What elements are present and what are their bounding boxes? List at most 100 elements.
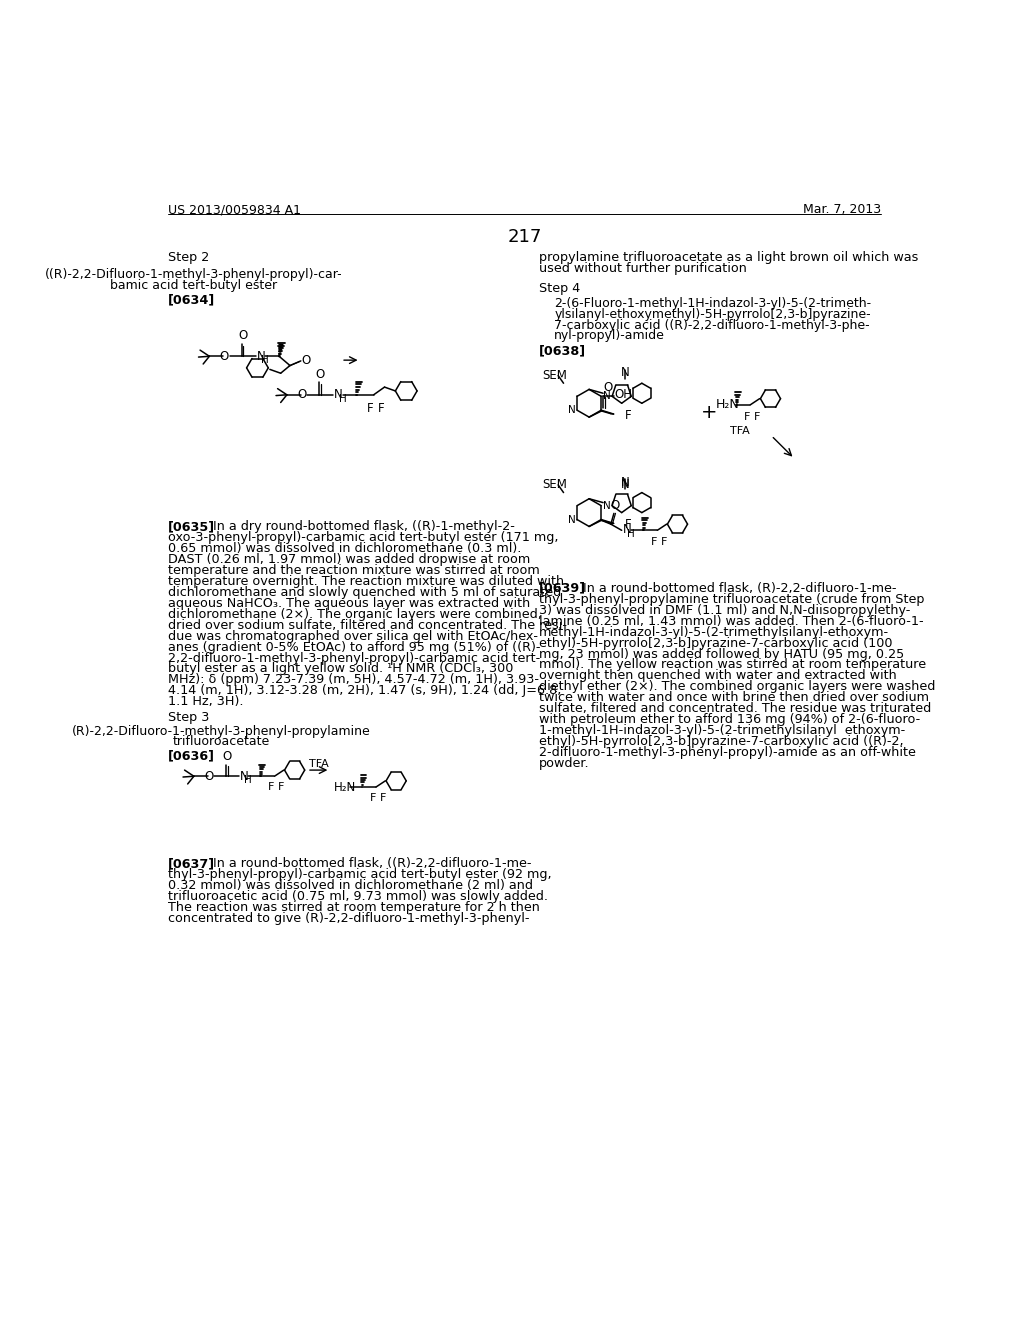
Text: TFA: TFA <box>730 425 751 436</box>
Text: anes (gradient 0-5% EtOAc) to afford 95 mg (51%) of ((R)-: anes (gradient 0-5% EtOAc) to afford 95 … <box>168 640 541 653</box>
Text: O: O <box>297 388 306 401</box>
Text: N: N <box>240 770 249 783</box>
Text: concentrated to give (R)-2,2-difluoro-1-methyl-3-phenyl-: concentrated to give (R)-2,2-difluoro-1-… <box>168 912 529 925</box>
Text: propylamine trifluoroacetate as a light brown oil which was: propylamine trifluoroacetate as a light … <box>539 251 919 264</box>
Text: 4.14 (m, 1H), 3.12-3.28 (m, 2H), 1.47 (s, 9H), 1.24 (dd, J=6.8,: 4.14 (m, 1H), 3.12-3.28 (m, 2H), 1.47 (s… <box>168 684 562 697</box>
Text: In a round-bottomed flask, ((R)-2,2-difluoro-1-me-: In a round-bottomed flask, ((R)-2,2-difl… <box>205 857 531 870</box>
Text: dichloromethane (2×). The organic layers were combined,: dichloromethane (2×). The organic layers… <box>168 607 542 620</box>
Text: MHz): δ (ppm) 7.23-7.39 (m, 5H), 4.57-4.72 (m, 1H), 3.93-: MHz): δ (ppm) 7.23-7.39 (m, 5H), 4.57-4.… <box>168 673 540 686</box>
Text: ethyl)-5H-pyrrolo[2,3-b]pyrazine-7-carboxylic acid ((R)-2,: ethyl)-5H-pyrrolo[2,3-b]pyrazine-7-carbo… <box>539 735 903 748</box>
Text: temperature overnight. The reaction mixture was diluted with: temperature overnight. The reaction mixt… <box>168 576 564 587</box>
Text: 2-(6-Fluoro-1-methyl-1H-indazol-3-yl)-5-(2-trimeth-: 2-(6-Fluoro-1-methyl-1H-indazol-3-yl)-5-… <box>554 297 871 310</box>
Text: overnight then quenched with water and extracted with: overnight then quenched with water and e… <box>539 669 896 682</box>
Text: O: O <box>238 330 248 342</box>
Text: F: F <box>368 401 374 414</box>
Text: ethyl)-5H-pyrrolo[2,3-b]pyrazine-7-carboxylic acid (100: ethyl)-5H-pyrrolo[2,3-b]pyrazine-7-carbo… <box>539 636 892 649</box>
Text: sulfate, filtered and concentrated. The residue was triturated: sulfate, filtered and concentrated. The … <box>539 702 931 715</box>
Text: with petroleum ether to afford 136 mg (94%) of 2-(6-fluoro-: with petroleum ether to afford 136 mg (9… <box>539 713 920 726</box>
Text: O: O <box>604 381 613 395</box>
Text: O: O <box>302 354 311 367</box>
Text: O: O <box>222 750 231 763</box>
Text: [0638]: [0638] <box>539 345 586 358</box>
Text: 2-difluoro-1-methyl-3-phenyl-propyl)-amide as an off-white: 2-difluoro-1-methyl-3-phenyl-propyl)-ami… <box>539 746 915 759</box>
Text: [0634]: [0634] <box>168 294 215 308</box>
Text: N: N <box>621 367 629 379</box>
Text: 0.32 mmol) was dissolved in dichloromethane (2 ml) and: 0.32 mmol) was dissolved in dichlorometh… <box>168 879 534 892</box>
Text: F: F <box>279 783 285 792</box>
Text: 3) was dissolved in DMF (1.1 ml) and N,N-diisopropylethy-: 3) was dissolved in DMF (1.1 ml) and N,N… <box>539 603 910 616</box>
Text: diethyl ether (2×). The combined organic layers were washed: diethyl ether (2×). The combined organic… <box>539 680 935 693</box>
Text: H₂N: H₂N <box>716 399 739 412</box>
Text: dried over sodium sulfate, filtered and concentrated. The resi-: dried over sodium sulfate, filtered and … <box>168 619 567 632</box>
Text: The reaction was stirred at room temperature for 2 h then: The reaction was stirred at room tempera… <box>168 900 541 913</box>
Text: SEM: SEM <box>543 478 567 491</box>
Text: ylsilanyl-ethoxymethyl)-5H-pyrrolo[2,3-b]pyrazine-: ylsilanyl-ethoxymethyl)-5H-pyrrolo[2,3-b… <box>554 308 870 321</box>
Text: H₂N: H₂N <box>334 780 356 793</box>
Text: DAST (0.26 ml, 1.97 mmol) was added dropwise at room: DAST (0.26 ml, 1.97 mmol) was added drop… <box>168 553 530 566</box>
Text: powder.: powder. <box>539 756 590 770</box>
Text: F: F <box>268 783 274 792</box>
Text: O: O <box>204 770 213 783</box>
Text: N: N <box>567 405 575 416</box>
Text: trifluoroacetate: trifluoroacetate <box>172 735 269 748</box>
Text: H: H <box>261 355 269 366</box>
Text: 1-methyl-1H-indazol-3-yl)-5-(2-trimethylsilanyl  ethoxym-: 1-methyl-1H-indazol-3-yl)-5-(2-trimethyl… <box>539 725 905 737</box>
Text: Mar. 7, 2013: Mar. 7, 2013 <box>803 203 882 216</box>
Text: ((R)-2,2-Difluoro-1-methyl-3-phenyl-propyl)-car-: ((R)-2,2-Difluoro-1-methyl-3-phenyl-prop… <box>45 268 343 281</box>
Text: twice with water and once with brine then dried over sodium: twice with water and once with brine the… <box>539 692 929 705</box>
Text: [0637]: [0637] <box>168 857 215 870</box>
Text: 217: 217 <box>508 227 542 246</box>
Text: mmol). The yellow reaction was stirred at room temperature: mmol). The yellow reaction was stirred a… <box>539 659 926 672</box>
Text: OH: OH <box>614 388 633 400</box>
Text: In a dry round-bottomed flask, ((R)-1-methyl-2-: In a dry round-bottomed flask, ((R)-1-me… <box>205 520 515 533</box>
Text: N: N <box>257 350 265 363</box>
Text: N: N <box>623 523 631 536</box>
Text: Step 4: Step 4 <box>539 281 580 294</box>
Text: used without further purification: used without further purification <box>539 261 746 275</box>
Text: TFA: TFA <box>309 759 329 770</box>
Text: F: F <box>651 537 657 548</box>
Text: butyl ester as a light yellow solid. ¹H NMR (CDCl₃, 300: butyl ester as a light yellow solid. ¹H … <box>168 663 514 676</box>
Text: F: F <box>744 412 751 421</box>
Text: mg, 23 mmol) was added followed by HATU (95 mg, 0.25: mg, 23 mmol) was added followed by HATU … <box>539 648 904 660</box>
Text: [0636]: [0636] <box>168 750 215 762</box>
Text: N: N <box>567 515 575 524</box>
Text: trifluoroacetic acid (0.75 ml, 9.73 mmol) was slowly added.: trifluoroacetic acid (0.75 ml, 9.73 mmol… <box>168 890 548 903</box>
Text: lamine (0.25 ml, 1.43 mmol) was added. Then 2-(6-fluoro-1-: lamine (0.25 ml, 1.43 mmol) was added. T… <box>539 615 924 628</box>
Text: methyl-1H-indazol-3-yl)-5-(2-trimethylsilanyl-ethoxym-: methyl-1H-indazol-3-yl)-5-(2-trimethylsi… <box>539 626 889 639</box>
Text: F: F <box>755 412 761 421</box>
Text: (R)-2,2-Difluoro-1-methyl-3-phenyl-propylamine: (R)-2,2-Difluoro-1-methyl-3-phenyl-propy… <box>72 725 371 738</box>
Text: N: N <box>603 391 610 401</box>
Text: nyl-propyl)-amide: nyl-propyl)-amide <box>554 330 666 342</box>
Text: F: F <box>625 517 631 531</box>
Text: 1.1 Hz, 3H).: 1.1 Hz, 3H). <box>168 696 244 709</box>
Text: F: F <box>378 401 385 414</box>
Text: N: N <box>334 388 343 401</box>
Text: SEM: SEM <box>543 368 567 381</box>
Text: oxo-3-phenyl-propyl)-carbamic acid tert-butyl ester (171 mg,: oxo-3-phenyl-propyl)-carbamic acid tert-… <box>168 531 559 544</box>
Text: 0.65 mmol) was dissolved in dichloromethane (0.3 ml).: 0.65 mmol) was dissolved in dichlorometh… <box>168 543 521 556</box>
Text: due was chromatographed over silica gel with EtOAc/hex-: due was chromatographed over silica gel … <box>168 630 539 643</box>
Text: O: O <box>219 350 228 363</box>
Text: N: N <box>621 478 629 491</box>
Text: thyl-3-phenyl-propyl)-carbamic acid tert-butyl ester (92 mg,: thyl-3-phenyl-propyl)-carbamic acid tert… <box>168 869 552 880</box>
Text: F: F <box>625 409 631 421</box>
Text: H: H <box>627 529 635 539</box>
Text: N: N <box>603 500 610 511</box>
Text: dichloromethane and slowly quenched with 5 ml of saturated: dichloromethane and slowly quenched with… <box>168 586 561 599</box>
Text: 2,2-difluoro-1-methyl-3-phenyl-propyl)-carbamic acid tert-: 2,2-difluoro-1-methyl-3-phenyl-propyl)-c… <box>168 652 541 664</box>
Text: Step 3: Step 3 <box>168 710 210 723</box>
Text: O: O <box>315 368 325 381</box>
Text: [0639]: [0639] <box>539 582 586 595</box>
Text: Step 2: Step 2 <box>168 251 210 264</box>
Text: +: + <box>701 403 718 422</box>
Text: H: H <box>245 775 252 785</box>
Text: In a round-bottomed flask, (R)-2,2-difluoro-1-me-: In a round-bottomed flask, (R)-2,2-diflu… <box>575 582 897 595</box>
Text: O: O <box>610 499 620 512</box>
Text: thyl-3-phenyl-propylamine trifluoroacetate (crude from Step: thyl-3-phenyl-propylamine trifluoroaceta… <box>539 593 925 606</box>
Text: temperature and the reaction mixture was stirred at room: temperature and the reaction mixture was… <box>168 564 540 577</box>
Text: US 2013/0059834 A1: US 2013/0059834 A1 <box>168 203 301 216</box>
Text: H: H <box>339 393 346 404</box>
Text: 7-carboxylic acid ((R)-2,2-difluoro-1-methyl-3-phe-: 7-carboxylic acid ((R)-2,2-difluoro-1-me… <box>554 318 869 331</box>
Text: F: F <box>370 793 376 803</box>
